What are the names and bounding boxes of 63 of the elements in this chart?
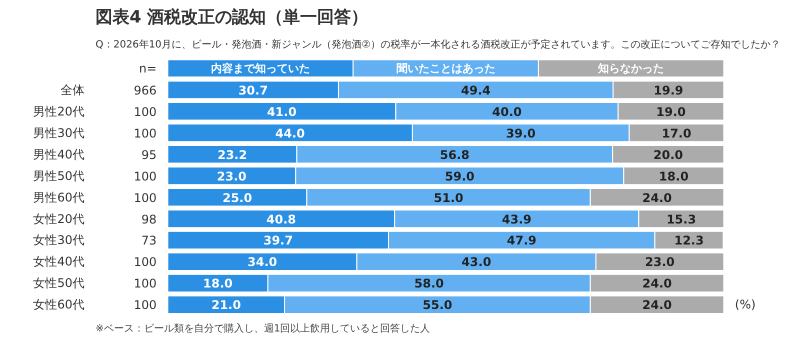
- data-label: 39.7: [263, 234, 293, 248]
- series-label: 聞いたことはあった: [396, 62, 496, 75]
- text: (%): [734, 298, 756, 312]
- chart-subtitle: Q：2026年10月に、ビール・発泡酒・新ジャンル（発泡酒②）の税率が一本化される酒税改正が予定されています。この改正についてご存知でしたか？: [96, 38, 781, 50]
- data-label: 23.2: [217, 148, 248, 162]
- data-label: 23.0: [216, 169, 247, 184]
- y-tick-label: 男性30代: [33, 126, 85, 140]
- data-label: 23.0: [645, 255, 675, 270]
- y2-tick-label: 100: [134, 126, 157, 140]
- data-label: 15.3: [666, 212, 696, 226]
- data-label: 20.0: [653, 148, 683, 162]
- y-tick-label: 全体: [60, 82, 84, 97]
- y2-tick-label: 95: [141, 148, 157, 162]
- y-tick-label: 女性50代: [33, 276, 85, 290]
- data-label: 30.7: [238, 83, 268, 98]
- y-tick-label: 女性30代: [33, 233, 85, 248]
- series-label: 内容まで知っていた: [210, 62, 310, 75]
- data-label: 40.0: [492, 104, 522, 119]
- y-tick-label: 女性40代: [33, 254, 85, 269]
- data-label: 12.3: [674, 234, 704, 248]
- y2-tick-label: 100: [134, 255, 157, 270]
- data-label: 58.0: [414, 276, 444, 291]
- y2-tick-label: 100: [134, 169, 157, 184]
- text: ※ベース：ビール類を自分で購入し、週1回以上飲用していると回答した人: [96, 322, 430, 334]
- y2-tick-label: 98: [141, 212, 157, 226]
- data-label: 18.0: [203, 276, 233, 291]
- data-label: 55.0: [422, 298, 452, 312]
- y2-tick-label: 966: [134, 83, 157, 98]
- y-tick-label: 女性20代: [33, 212, 85, 226]
- data-label: 24.0: [642, 298, 672, 312]
- y-tick-label: 男性60代: [33, 190, 85, 204]
- data-label: 49.4: [461, 83, 491, 98]
- y-tick-label: 男性20代: [33, 104, 85, 118]
- text: n=: [139, 61, 157, 76]
- data-label: 43.9: [502, 212, 532, 226]
- series-label: 知らなかった: [597, 62, 664, 75]
- data-label: 34.0: [247, 255, 278, 270]
- y-tick-label: 男性40代: [33, 147, 85, 162]
- data-label: 56.8: [440, 148, 470, 162]
- data-label: 17.0: [662, 126, 692, 140]
- y-tick-label: 男性50代: [33, 168, 85, 183]
- data-label: 40.8: [266, 212, 296, 226]
- y-tick-label: 女性60代: [33, 298, 85, 312]
- data-label: 21.0: [211, 298, 241, 312]
- y2-tick-label: 73: [141, 234, 157, 248]
- data-label: 25.0: [222, 190, 252, 205]
- data-label: 19.9: [654, 83, 684, 98]
- y2-tick-label: 100: [134, 298, 157, 312]
- y2-tick-label: 100: [134, 276, 157, 291]
- data-label: 24.0: [642, 276, 672, 291]
- data-label: 18.0: [658, 169, 689, 184]
- data-label: 47.9: [506, 234, 536, 248]
- data-label: 51.0: [434, 190, 464, 205]
- data-label: 43.0: [462, 255, 492, 270]
- data-label: 19.0: [656, 104, 686, 119]
- data-label: 41.0: [266, 104, 297, 119]
- y2-tick-label: 100: [134, 190, 157, 205]
- chart-title: 図表4 酒税改正の認知（単一回答）: [96, 8, 368, 28]
- y2-tick-label: 100: [134, 104, 157, 119]
- data-label: 59.0: [444, 169, 474, 184]
- data-label: 24.0: [642, 190, 672, 205]
- data-label: 39.0: [506, 126, 536, 140]
- data-label: 44.0: [275, 126, 305, 140]
